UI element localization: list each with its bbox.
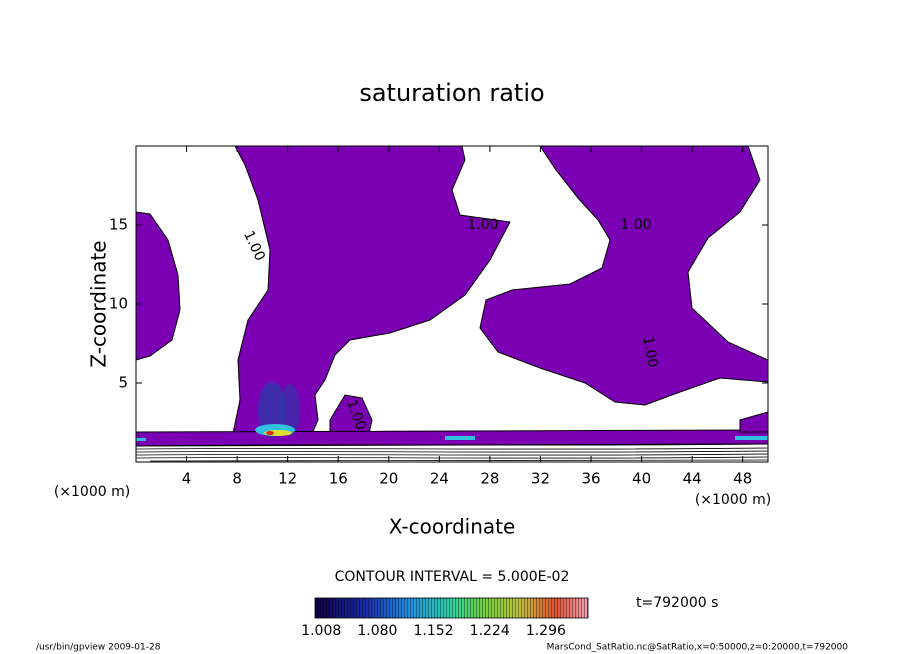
- contour-label: 1.00: [467, 217, 498, 233]
- contour-label: 1.00: [240, 228, 268, 263]
- contour-label: 1.00: [639, 335, 660, 368]
- x-tick-label: 36: [581, 470, 600, 488]
- field-streak: [445, 436, 475, 440]
- x-tick-label: 32: [531, 470, 550, 488]
- colorbar-tick-label: 1.080: [357, 623, 397, 639]
- field-blob: [258, 382, 286, 438]
- x-unit: (×1000 m): [54, 484, 130, 500]
- y-axis-label: Z-coordinate: [87, 240, 111, 367]
- colorbar-tick-label: 1.296: [526, 623, 566, 639]
- x-tick-label: 20: [379, 470, 398, 488]
- field-streak: [735, 436, 768, 440]
- field-blob: [266, 431, 274, 435]
- chart-title: saturation ratio: [359, 79, 544, 107]
- x-tick-label: 28: [480, 470, 499, 488]
- field-blob: [280, 384, 300, 436]
- colorbar-frame: [314, 597, 589, 619]
- x-unit: (×1000 m): [695, 492, 771, 508]
- footer: /usr/bin/gpview 2009-01-28: [36, 643, 161, 653]
- contour-label: 1.00: [620, 217, 651, 233]
- x-axis-label: X-coordinate: [389, 515, 516, 539]
- x-tick-label: 12: [278, 470, 297, 488]
- x-tick-label: 4: [182, 470, 192, 488]
- field-streak: [136, 438, 146, 441]
- x-tick-label: 40: [632, 470, 651, 488]
- x-tick-label: 8: [232, 470, 242, 488]
- contour-interval: CONTOUR INTERVAL = 5.000E-02: [335, 569, 570, 585]
- region: [479, 146, 768, 406]
- region: [231, 146, 511, 439]
- region: [739, 411, 768, 433]
- x-tick-label: 44: [683, 470, 702, 488]
- colorbar-tick-label: 1.008: [301, 623, 341, 639]
- colorbar-tick-label: 1.152: [414, 623, 454, 639]
- y-tick-label: 5: [118, 374, 128, 392]
- x-tick-label: 16: [329, 470, 348, 488]
- contour-lines: [136, 443, 768, 462]
- region: [136, 211, 181, 361]
- x-tick-label: 24: [430, 470, 449, 488]
- y-tick-label: 10: [109, 295, 128, 313]
- time-label: t=792000 s: [636, 595, 718, 611]
- x-tick-label: 48: [733, 470, 752, 488]
- footer: MarsCond_SatRatio.nc@SatRatio,x=0:50000,…: [547, 643, 849, 653]
- colorbar-tick-label: 1.224: [470, 623, 510, 639]
- y-tick-label: 15: [109, 216, 128, 234]
- plot-fill: [136, 146, 768, 462]
